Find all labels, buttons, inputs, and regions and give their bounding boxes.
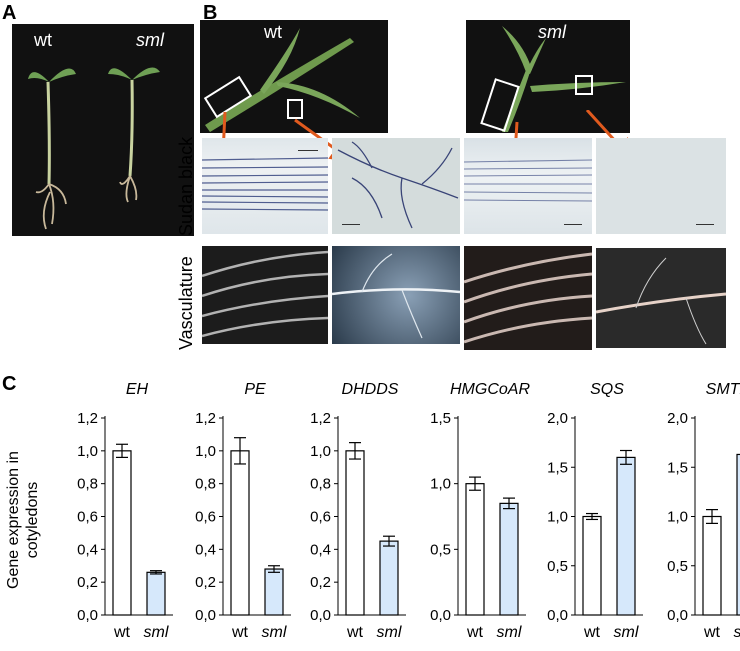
y-tick-label: 0,8 bbox=[195, 476, 216, 493]
y-tick-label: 0,0 bbox=[77, 607, 98, 624]
bar-wt bbox=[702, 515, 722, 616]
seedlings-photo: wt sml bbox=[12, 24, 194, 236]
bar-wt bbox=[582, 515, 602, 616]
y-tick-label: 2,0 bbox=[547, 410, 568, 427]
y-tick-label: 2,0 bbox=[667, 410, 688, 427]
bar-wt bbox=[465, 483, 485, 616]
y-tick-label: 1,5 bbox=[667, 459, 688, 476]
vasc-sml-cotyledon bbox=[596, 248, 726, 348]
sml-leaf-photo: sml bbox=[466, 20, 630, 133]
sml-label-b: sml bbox=[538, 22, 566, 42]
bar-sml bbox=[146, 571, 166, 616]
x-label-sml: sml bbox=[262, 624, 287, 641]
y-tick-label: 1,2 bbox=[310, 410, 331, 427]
y-tick-label: 0,6 bbox=[195, 509, 216, 526]
x-label-wt: wt bbox=[113, 624, 131, 641]
sudan-wt-blade bbox=[202, 138, 328, 234]
y-tick-label: 0,2 bbox=[77, 574, 98, 591]
sudan-sml-cotyledon bbox=[596, 138, 726, 234]
y-tick-label: 0,4 bbox=[77, 541, 98, 558]
panel-letter-c: C bbox=[2, 373, 17, 395]
bar-sml bbox=[616, 456, 636, 616]
bar-wt bbox=[230, 450, 250, 616]
vasc-sml-blade bbox=[464, 246, 592, 350]
wt-leaf-photo: wt bbox=[200, 20, 388, 133]
chart-title: EH bbox=[126, 381, 149, 398]
y-tick-label: 0,0 bbox=[195, 607, 216, 624]
row-label-vasculature: Vasculature bbox=[176, 256, 196, 350]
vasc-wt-cotyledon bbox=[332, 246, 460, 344]
panel-letter-a: A bbox=[2, 2, 17, 24]
y-tick-label: 0,8 bbox=[77, 476, 98, 493]
y-tick-label: 1,0 bbox=[77, 443, 98, 460]
y-tick-label: 0,5 bbox=[547, 558, 568, 575]
y-tick-label: 1,0 bbox=[195, 443, 216, 460]
chart-title: PE bbox=[244, 381, 266, 398]
x-label-wt: wt bbox=[466, 624, 484, 641]
x-label-sml: sml bbox=[377, 624, 402, 641]
chart-title: SMT1 bbox=[706, 381, 740, 398]
bar-wt bbox=[112, 450, 132, 616]
x-label-sml: sml bbox=[144, 624, 169, 641]
chart-title: SQS bbox=[590, 381, 624, 398]
sudan-wt-cotyledon bbox=[332, 138, 460, 234]
seedlings-illustration bbox=[28, 67, 160, 230]
x-label-sml: sml bbox=[614, 624, 639, 641]
bar-sml bbox=[264, 568, 284, 616]
y-tick-label: 0,4 bbox=[195, 541, 216, 558]
y-tick-label: 1,5 bbox=[547, 459, 568, 476]
wt-label-b: wt bbox=[264, 22, 282, 42]
y-tick-label: 0,0 bbox=[547, 607, 568, 624]
panel-letter-b: B bbox=[203, 2, 218, 24]
y-tick-label: 0,6 bbox=[310, 509, 331, 526]
bar-sml bbox=[736, 453, 740, 616]
y-tick-label: 1,2 bbox=[77, 410, 98, 427]
y-tick-label: 0,0 bbox=[430, 607, 451, 624]
y-tick-label: 1,5 bbox=[430, 410, 451, 427]
x-label-sml: sml bbox=[734, 624, 740, 641]
y-tick-label: 0,0 bbox=[310, 607, 331, 624]
x-label-wt: wt bbox=[346, 624, 364, 641]
bar-wt bbox=[345, 450, 365, 616]
vasc-wt-blade bbox=[202, 246, 328, 344]
bar-sml bbox=[379, 540, 399, 616]
x-label-sml: sml bbox=[497, 624, 522, 641]
chart-title: DHDDS bbox=[342, 381, 399, 398]
x-label-wt: wt bbox=[703, 624, 721, 641]
x-label-wt: wt bbox=[583, 624, 601, 641]
y-tick-label: 0,6 bbox=[77, 509, 98, 526]
wt-label: wt bbox=[34, 30, 52, 50]
bar-sml bbox=[499, 502, 519, 616]
sudan-sml-blade bbox=[464, 138, 592, 234]
y-tick-label: 1,0 bbox=[667, 509, 688, 526]
y-tick-label: 0,0 bbox=[667, 607, 688, 624]
y-tick-label: 1,0 bbox=[547, 509, 568, 526]
y-tick-label: 0,8 bbox=[310, 476, 331, 493]
y-tick-label: 1,0 bbox=[310, 443, 331, 460]
y-tick-label: 1,0 bbox=[430, 476, 451, 493]
y-tick-label: 0,2 bbox=[310, 574, 331, 591]
bar-charts: EH0,00,20,40,60,81,01,2wt smlPE0,00,20,40… bbox=[77, 381, 740, 641]
y-tick-label: 1,2 bbox=[195, 410, 216, 427]
y-tick-label: 0,5 bbox=[667, 558, 688, 575]
y-tick-label: 0,5 bbox=[430, 541, 451, 558]
y-tick-label: 0,4 bbox=[310, 541, 331, 558]
x-label-wt: wt bbox=[231, 624, 249, 641]
row-label-sudan-black: Sudan black bbox=[176, 136, 196, 236]
chart-title: HMGCoAR bbox=[450, 381, 530, 398]
sml-label: sml bbox=[136, 30, 164, 50]
y-tick-label: 0,2 bbox=[195, 574, 216, 591]
